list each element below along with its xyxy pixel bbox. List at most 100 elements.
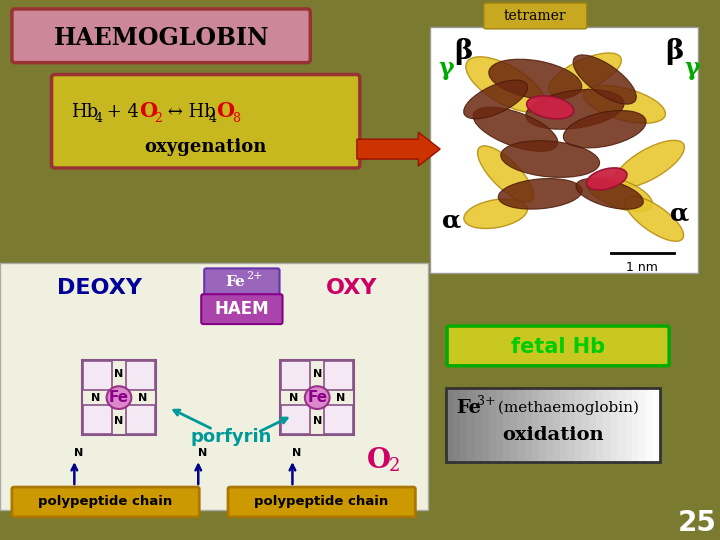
FancyBboxPatch shape	[12, 9, 310, 63]
Bar	[126, 361, 155, 390]
Text: N: N	[289, 393, 298, 403]
Ellipse shape	[625, 196, 683, 241]
Bar	[281, 361, 310, 390]
Bar	[503, 388, 510, 462]
FancyBboxPatch shape	[431, 27, 698, 273]
Text: 4: 4	[208, 112, 216, 125]
Ellipse shape	[526, 96, 574, 119]
Ellipse shape	[464, 199, 528, 228]
Ellipse shape	[587, 176, 652, 212]
Ellipse shape	[464, 80, 528, 119]
Text: Hb: Hb	[71, 103, 99, 122]
FancyBboxPatch shape	[447, 326, 669, 366]
Bar	[539, 388, 546, 462]
Ellipse shape	[526, 90, 624, 129]
FancyBboxPatch shape	[52, 75, 360, 168]
Text: OXY: OXY	[326, 278, 378, 298]
Text: N: N	[91, 393, 100, 403]
Text: β: β	[455, 38, 473, 65]
Bar	[518, 388, 525, 462]
Text: 8: 8	[232, 112, 240, 125]
Bar	[639, 388, 646, 462]
Bar	[624, 388, 631, 462]
Bar	[525, 388, 532, 462]
Text: 1 nm: 1 nm	[626, 261, 658, 274]
Bar	[280, 360, 354, 435]
Ellipse shape	[584, 85, 665, 123]
Text: O: O	[216, 102, 234, 122]
Ellipse shape	[107, 386, 131, 409]
Bar	[126, 405, 155, 434]
Text: porfyrin: porfyrin	[190, 428, 271, 447]
Bar	[325, 361, 354, 390]
Ellipse shape	[489, 59, 582, 100]
Text: N: N	[336, 393, 346, 403]
Text: fetal Hb: fetal Hb	[511, 337, 606, 357]
Bar	[596, 388, 603, 462]
Text: N: N	[114, 369, 124, 379]
Text: polypeptide chain: polypeptide chain	[254, 496, 388, 509]
Text: polypeptide chain: polypeptide chain	[38, 496, 172, 509]
Bar	[453, 388, 460, 462]
FancyBboxPatch shape	[484, 3, 587, 29]
Text: γ: γ	[684, 56, 700, 79]
Ellipse shape	[573, 55, 636, 104]
Bar	[617, 388, 624, 462]
Bar	[489, 388, 496, 462]
Bar	[325, 405, 354, 434]
Text: N: N	[138, 393, 148, 403]
Text: 3+: 3+	[477, 395, 495, 408]
Text: DEOXY: DEOXY	[57, 278, 142, 298]
Text: N: N	[197, 448, 207, 458]
Ellipse shape	[586, 168, 627, 190]
Bar	[546, 388, 553, 462]
Bar	[582, 388, 589, 462]
Text: Fe: Fe	[456, 399, 481, 416]
Text: oxidation: oxidation	[503, 427, 604, 444]
Text: N: N	[114, 416, 124, 427]
Ellipse shape	[549, 53, 621, 96]
Text: N: N	[312, 369, 322, 379]
Bar	[553, 388, 560, 462]
Ellipse shape	[466, 57, 545, 112]
Text: oxygenation: oxygenation	[144, 138, 266, 156]
Bar	[496, 388, 503, 462]
Text: N: N	[292, 448, 301, 458]
Text: tetramer: tetramer	[504, 9, 567, 23]
Text: 2+: 2+	[246, 271, 262, 281]
Text: γ: γ	[438, 56, 454, 79]
Bar	[611, 388, 617, 462]
Bar	[82, 360, 156, 435]
Text: N: N	[312, 416, 322, 427]
FancyArrow shape	[357, 132, 440, 166]
Bar	[83, 361, 112, 390]
Text: β: β	[665, 38, 683, 65]
Ellipse shape	[477, 146, 534, 202]
Bar	[631, 388, 639, 462]
Bar	[446, 388, 453, 462]
Text: N: N	[73, 448, 83, 458]
Ellipse shape	[576, 178, 644, 209]
Bar	[83, 405, 112, 434]
Bar	[646, 388, 653, 462]
FancyBboxPatch shape	[228, 487, 415, 517]
Text: 2: 2	[155, 112, 163, 125]
Bar	[653, 388, 660, 462]
Bar	[467, 388, 474, 462]
Text: O: O	[139, 102, 157, 122]
Ellipse shape	[501, 141, 600, 177]
FancyBboxPatch shape	[201, 294, 282, 324]
Text: ↔ Hb: ↔ Hb	[161, 103, 215, 122]
Bar	[532, 388, 539, 462]
Bar	[575, 388, 582, 462]
Ellipse shape	[473, 107, 558, 151]
Bar	[567, 388, 575, 462]
Bar	[482, 388, 489, 462]
Ellipse shape	[563, 111, 646, 148]
Bar	[603, 388, 611, 462]
Text: Fe: Fe	[225, 275, 245, 289]
Bar	[474, 388, 482, 462]
Ellipse shape	[498, 179, 582, 209]
Bar	[560, 388, 567, 462]
FancyBboxPatch shape	[12, 487, 199, 517]
